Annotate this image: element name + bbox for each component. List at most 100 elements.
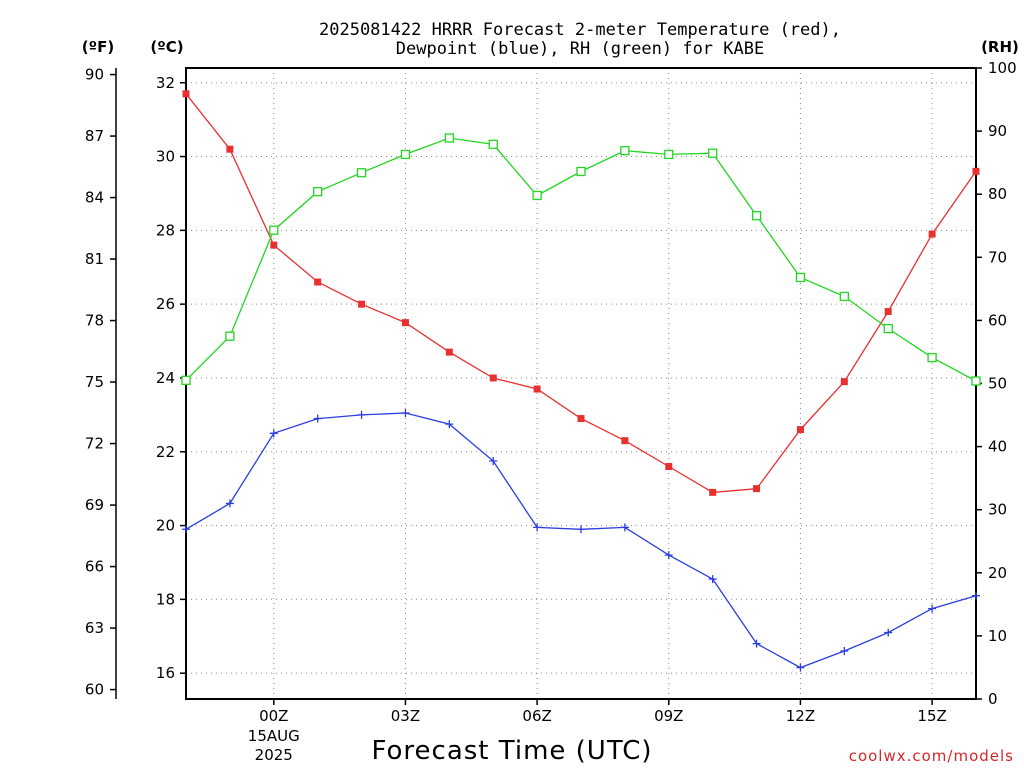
rh-point	[664, 149, 674, 160]
rh-axis: 0 10 20 30 40 50 60 70 80 90 100	[976, 59, 1017, 708]
rh-point	[313, 187, 323, 197]
temperature-point	[533, 385, 541, 393]
celsius-tick-label: 20	[156, 517, 175, 535]
rh-tick-label: 70	[988, 248, 1007, 266]
dewpoint-point	[620, 523, 629, 532]
temperature-point	[972, 167, 980, 175]
rh-point	[269, 225, 279, 235]
rh-point	[356, 168, 367, 178]
dewpoint-point	[225, 499, 234, 508]
fahrenheit-tick-label: 75	[85, 373, 104, 391]
time-tick-date-label: 2025	[255, 746, 293, 764]
fahrenheit-tick-label: 72	[85, 435, 104, 453]
rh-tick-label: 10	[988, 627, 1007, 645]
grid-lines	[186, 68, 976, 699]
rh-point	[225, 331, 235, 341]
x-axis-label: Forecast Time (UTC)	[371, 736, 652, 766]
celsius-unit-label: (ºC)	[150, 38, 183, 56]
fahrenheit-tick-label: 60	[85, 681, 104, 699]
rh-point	[532, 190, 542, 201]
temperature-point	[665, 463, 673, 471]
dewpoint-point	[664, 551, 673, 560]
rh-point	[620, 146, 630, 156]
temperature-point	[182, 90, 190, 98]
dewpoint-point	[445, 420, 454, 429]
temperature-line	[185, 93, 977, 494]
dewpoint-point	[708, 575, 717, 584]
rh-tick-label: 50	[988, 375, 1007, 393]
fahrenheit-tick-label: 63	[85, 619, 104, 637]
time-tick-label: 06Z	[522, 707, 551, 725]
dewpoint-point	[884, 628, 893, 637]
rh-point	[488, 139, 498, 150]
rh-point	[795, 272, 806, 283]
dewpoint-point	[313, 414, 322, 423]
rh-tick-label: 20	[988, 564, 1007, 582]
rh-tick-label: 40	[988, 438, 1007, 456]
fahrenheit-tick-label: 84	[85, 189, 104, 207]
temperature-point	[489, 374, 497, 382]
celsius-tick-label: 24	[156, 369, 175, 387]
rh-point	[181, 375, 191, 385]
dewpoint-point	[401, 409, 410, 418]
temperature-point	[753, 485, 761, 493]
rh-tick-label: 90	[988, 122, 1007, 140]
rh-tick-label: 80	[988, 185, 1007, 203]
celsius-tick-label: 30	[156, 148, 175, 166]
temperature-point	[358, 300, 366, 308]
plot-frame	[185, 67, 977, 700]
temperature-point	[270, 241, 278, 249]
temperature-point	[401, 319, 409, 327]
celsius-tick-label: 28	[156, 221, 175, 239]
celsius-axis: 16 18 20 22 24 26 28 30 32	[156, 74, 186, 682]
rh-point	[927, 352, 937, 363]
temperature-point	[226, 145, 234, 153]
chart-title-line-2: Dewpoint (blue), RH (green) for KABE	[396, 39, 764, 59]
dewpoint-line	[185, 412, 977, 669]
dewpoint-point	[752, 639, 761, 648]
credit-label: coolwx.com/models	[849, 747, 1014, 765]
fahrenheit-tick-label: 69	[85, 496, 104, 514]
temperature-point	[709, 488, 717, 496]
celsius-tick-label: 26	[156, 295, 175, 313]
rh-tick-label: 100	[988, 59, 1017, 77]
time-tick-label: 00Z	[259, 707, 288, 725]
dewpoint-point	[357, 410, 366, 419]
temperature-point	[577, 415, 585, 423]
temperature-point	[884, 308, 892, 316]
fahrenheit-tick-label: 78	[85, 312, 104, 330]
dewpoint-point	[796, 663, 805, 672]
fahrenheit-axis: 60 63 66 69 72 75 78 81 84 87 90	[85, 66, 116, 699]
dewpoint-point	[577, 525, 585, 534]
dewpoint-point	[182, 525, 190, 534]
rh-point	[400, 149, 411, 160]
dewpoint-point	[489, 456, 498, 465]
fahrenheit-unit-label: (ºF)	[82, 38, 114, 56]
time-tick-label: 09Z	[654, 707, 683, 725]
rh-tick-label: 60	[988, 311, 1007, 329]
time-tick-label: 12Z	[786, 707, 815, 725]
rh-point	[576, 166, 586, 177]
chart-title-line-1: 2025081422 HRRR Forecast 2-meter Tempera…	[319, 20, 841, 40]
celsius-tick-label: 18	[156, 590, 175, 608]
dewpoint-point	[533, 523, 542, 532]
series-layer	[181, 90, 981, 672]
time-tick-label: 03Z	[391, 707, 420, 725]
rh-point	[971, 376, 981, 386]
temperature-point	[840, 378, 848, 386]
fahrenheit-tick-label: 87	[85, 127, 104, 145]
rh-unit-label: (RH)	[981, 38, 1019, 56]
celsius-tick-label: 32	[156, 74, 175, 92]
temperature-point	[445, 348, 453, 356]
time-tick-date-label: 15AUG	[248, 727, 300, 745]
time-tick-label: 15Z	[917, 707, 946, 725]
rh-point	[751, 211, 762, 221]
rh-point	[883, 323, 893, 334]
dewpoint-point	[840, 647, 849, 656]
dewpoint-point	[928, 604, 937, 613]
fahrenheit-tick-label: 90	[85, 66, 104, 84]
rh-point	[444, 133, 454, 143]
dewpoint-point	[269, 429, 278, 438]
temperature-point	[314, 278, 322, 286]
